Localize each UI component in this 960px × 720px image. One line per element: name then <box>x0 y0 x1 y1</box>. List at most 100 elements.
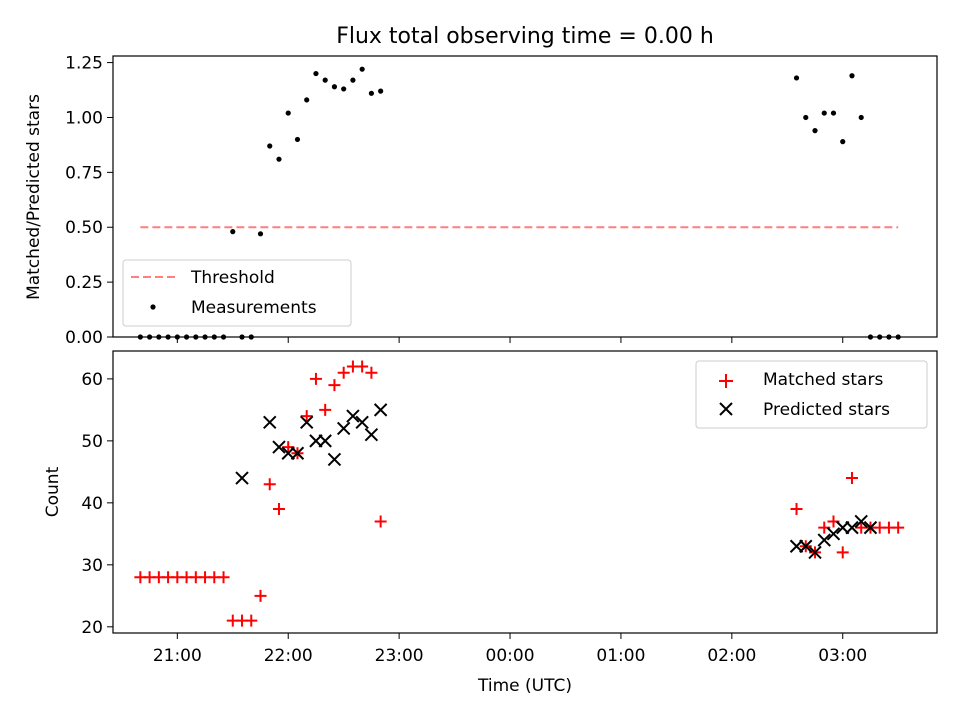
measurement-point <box>840 139 846 145</box>
measurement-legend-marker <box>150 304 156 310</box>
predicted-star-point <box>336 421 351 436</box>
legend-label-measurements: Measurements <box>191 298 317 318</box>
bottom-x-tick-label: 23:00 <box>375 646 424 666</box>
predicted-star-point <box>272 440 286 454</box>
predicted-star-point <box>300 415 314 429</box>
bottom-y-tick-label: 20 <box>81 618 103 638</box>
top-legend-box <box>122 259 352 327</box>
legend-label-matched: Matched stars <box>763 370 883 390</box>
bottom-x-tick-label: 22:00 <box>264 646 313 666</box>
matched-star-point <box>254 589 267 602</box>
top-y-tick-label: 0.25 <box>65 273 103 293</box>
matched-star-point <box>272 503 285 516</box>
matched-legend-marker <box>719 374 733 388</box>
predicted-star-point <box>327 452 342 467</box>
bottom-x-tick-label: 02:00 <box>707 646 756 666</box>
predicted-star-point <box>346 409 360 423</box>
top-y-tick-label: 0.50 <box>65 218 103 238</box>
predicted-legend-marker <box>719 402 733 416</box>
bottom-y-tick-label: 60 <box>81 370 103 390</box>
matched-star-point <box>217 571 230 584</box>
measurement-point <box>341 86 347 92</box>
top-x-ticks <box>176 337 844 343</box>
matched-star-point <box>328 379 341 392</box>
predicted-star-point <box>863 520 878 535</box>
matched-star-point <box>790 503 803 516</box>
count-panel: Count Time (UTC) 20 30 40 50 60 21:00 22:00 23… <box>43 350 938 696</box>
measurement-point <box>322 77 328 83</box>
predicted-star-point <box>318 434 332 448</box>
predicted-star-point <box>799 539 813 553</box>
bottom-x-tick-label: 03:00 <box>818 646 867 666</box>
measurement-point <box>304 97 310 103</box>
measurement-point <box>276 156 282 162</box>
top-y-ticks: 0.00 0.25 0.50 0.75 1.00 1.25 <box>65 54 113 348</box>
measurement-point <box>331 84 338 90</box>
predicted-star-point <box>373 403 388 417</box>
bottom-y-axis-label: Count <box>43 466 63 517</box>
measurement-point <box>849 73 855 79</box>
measurement-point <box>858 114 864 121</box>
top-y-tick-label: 0.00 <box>65 328 103 348</box>
predicted-star-point <box>235 471 249 485</box>
matched-star-point <box>263 478 276 491</box>
bottom-plot-frame <box>112 350 938 634</box>
matched-star-point <box>337 366 350 379</box>
predicted-star-point <box>355 415 369 429</box>
measurement-point <box>821 110 827 116</box>
measurement-point <box>830 110 837 116</box>
measurement-point <box>803 114 809 121</box>
matched-star-point <box>374 515 387 528</box>
bottom-x-tick-label: 00:00 <box>486 646 535 666</box>
measurement-point <box>368 90 375 96</box>
bottom-y-ticks: 20 30 40 50 60 <box>81 370 113 638</box>
predicted-star-point <box>808 545 822 560</box>
predicted-star-point <box>290 446 305 460</box>
legend-label-threshold: Threshold <box>190 268 275 288</box>
predicted-star-point <box>826 527 841 541</box>
matched-star-point <box>300 410 313 423</box>
bottom-legend: Matched stars Predicted stars <box>695 360 928 429</box>
matched-star-point <box>892 521 905 534</box>
measurement-point <box>267 143 273 149</box>
matched-star-point <box>319 403 332 416</box>
predicted-star-point <box>364 427 379 442</box>
ratio-panel: Flux total observing time = 0.00 h Match… <box>24 24 938 348</box>
measurement-point <box>294 136 301 143</box>
measurement-point <box>812 128 818 134</box>
matched-star-point <box>356 360 369 373</box>
predicted-star-point <box>854 514 868 529</box>
predicted-stars-series <box>235 403 878 560</box>
measurement-point <box>257 231 264 237</box>
measurement-point <box>793 75 800 81</box>
matched-star-point <box>245 614 258 627</box>
bottom-y-tick-label: 40 <box>81 494 103 514</box>
predicted-star-point <box>263 415 277 429</box>
x-axis-label: Time (UTC) <box>477 676 572 696</box>
measurement-point <box>285 110 291 116</box>
matched-star-point <box>845 472 858 485</box>
top-legend: Threshold Measurements <box>122 259 352 327</box>
top-y-tick-label: 1.00 <box>65 108 103 128</box>
bottom-x-tick-label: 21:00 <box>153 646 202 666</box>
legend-label-predicted: Predicted stars <box>763 400 890 420</box>
predicted-star-point <box>817 533 831 547</box>
bottom-x-tick-label: 01:00 <box>596 646 645 666</box>
measurement-point <box>378 88 384 94</box>
measurement-point <box>359 66 365 72</box>
predicted-star-point <box>845 520 859 535</box>
bottom-legend-box <box>695 360 928 429</box>
top-y-axis-label: Matched/Predicted stars <box>24 94 44 300</box>
top-y-tick-label: 1.25 <box>65 54 103 74</box>
chart-title: Flux total observing time = 0.00 h <box>336 24 714 49</box>
bottom-x-ticks: 21:00 22:00 23:00 00:00 01:00 02:00 03:00 <box>153 633 867 666</box>
bottom-y-tick-label: 50 <box>81 432 103 452</box>
measurement-point <box>350 77 356 83</box>
matched-star-point <box>365 366 378 379</box>
measurement-point <box>313 70 319 77</box>
top-plot-frame <box>112 55 938 338</box>
measurement-point <box>230 229 236 235</box>
top-y-tick-label: 0.75 <box>65 163 103 183</box>
bottom-y-tick-label: 30 <box>81 556 103 576</box>
